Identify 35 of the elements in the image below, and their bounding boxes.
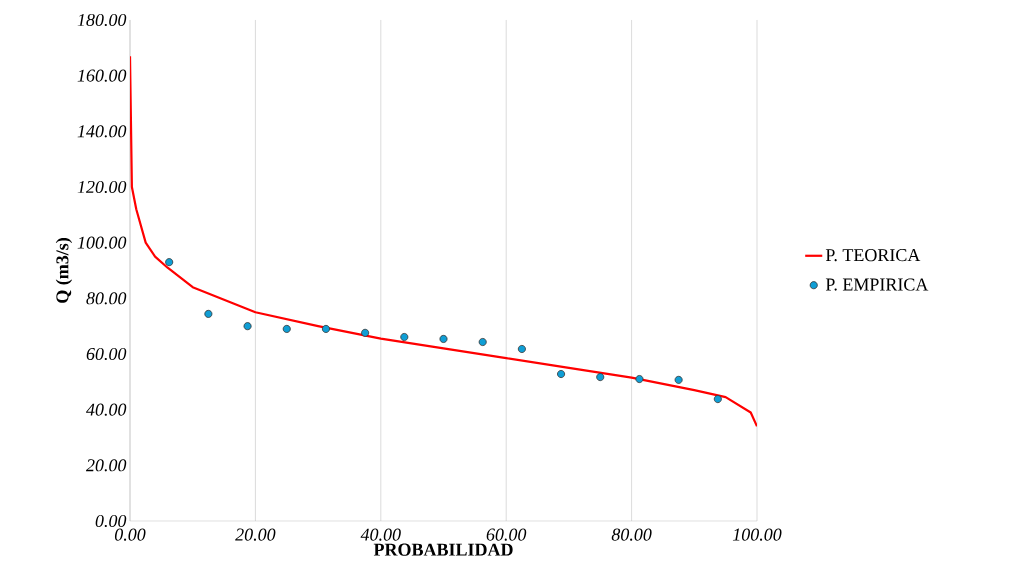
point: [557, 370, 566, 379]
y-tick-label: 60.00: [86, 347, 127, 361]
point: [713, 395, 722, 404]
y-tick-label: 0.00: [95, 514, 127, 528]
point: [478, 338, 487, 347]
point: [243, 322, 252, 331]
y-tick-label: 120.00: [77, 180, 127, 194]
x-axis-title: PROBABILIDAD: [373, 543, 513, 556]
point: [165, 258, 174, 267]
y-tick-label: 160.00: [77, 69, 127, 82]
x-tick-label: 80.00: [611, 528, 652, 541]
point: [204, 309, 213, 318]
legend-label: P. TEORICA: [825, 249, 921, 262]
x-tick-label: 60.00: [486, 528, 527, 541]
x-tick-label: 20.00: [235, 528, 276, 541]
y-tick-label: 20.00: [85, 459, 127, 472]
point: [439, 334, 448, 343]
point: [674, 375, 683, 384]
point: [361, 328, 370, 337]
x-tick-label: 40.00: [360, 528, 401, 541]
point: [400, 333, 409, 342]
y-tick-label: 40.00: [86, 403, 127, 416]
x-tick-label: 100.00: [732, 528, 782, 541]
y-tick-label: 180.00: [77, 13, 127, 27]
point: [321, 324, 330, 333]
point: [282, 324, 291, 333]
point: [596, 373, 605, 382]
y-tick-label: 100.00: [77, 236, 127, 249]
point: [517, 344, 526, 353]
y-tick-label: 80.00: [86, 292, 127, 305]
x-tick-label: 0.00: [114, 528, 146, 541]
y-axis-title: Q (m3/s): [55, 238, 73, 303]
legend-label: P. EMPIRICA: [825, 278, 929, 291]
y-tick-label: 140.00: [77, 125, 127, 138]
point: [635, 375, 644, 384]
